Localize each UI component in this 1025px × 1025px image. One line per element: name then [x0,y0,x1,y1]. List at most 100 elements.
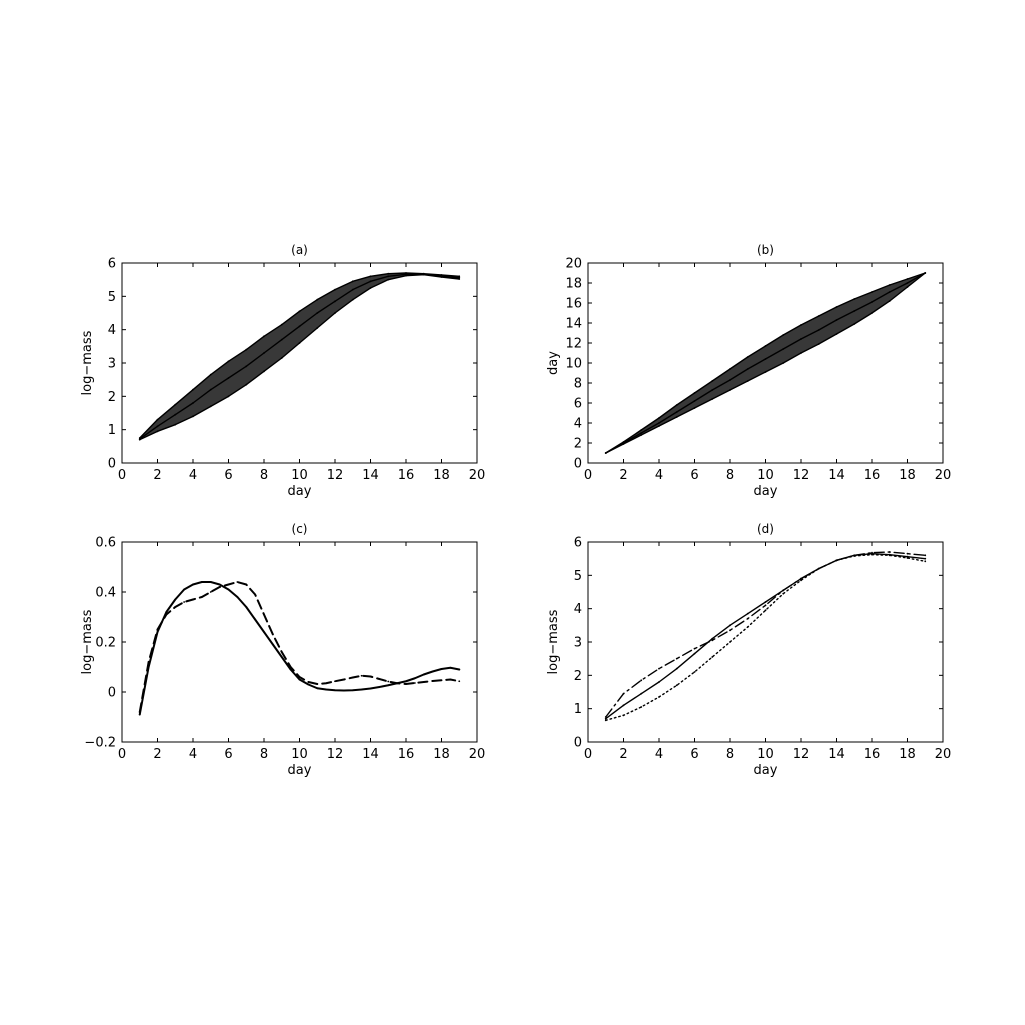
data-point [693,652,696,655]
data-point [156,425,159,428]
data-point [192,583,194,586]
data-point [174,413,177,416]
data-point [192,388,194,391]
data-point [675,404,678,406]
data-point [835,319,838,321]
x-tick-label: 0 [584,468,592,483]
data-point [675,667,678,670]
data-point [387,278,390,281]
data-point [835,306,838,308]
data-point [413,682,416,684]
data-point [711,389,714,391]
data-point [675,416,678,418]
y-tick-label: 8 [574,377,582,392]
data-point [387,275,390,278]
y-tick-label: 5 [574,569,582,584]
data-point [369,687,372,690]
data-point [405,680,407,683]
data-point [693,400,696,402]
data-point [924,272,927,274]
x-tick-label: 10 [291,747,308,762]
y-tick-label: 20 [565,257,582,272]
data-point [675,684,678,687]
x-tick-label: 6 [690,747,698,762]
data-point [924,560,927,563]
data-point [640,706,643,708]
data-point [746,380,749,382]
data-point [165,613,168,616]
data-point [458,680,461,683]
data-point [746,626,749,628]
data-point [192,415,194,418]
data-point [209,591,212,593]
data-point [156,418,159,421]
x-tick-label: 14 [828,747,845,762]
x-axis-label: day [288,763,312,778]
data-point [906,557,909,559]
data-point [307,683,310,686]
data-point [622,714,625,717]
x-tick-label: 4 [189,468,197,483]
data-point [298,676,301,678]
data-point [218,586,221,588]
y-axis-label: log−mass [80,609,95,674]
data-point [174,403,177,406]
data-point [138,711,141,713]
y-tick-label: 0.4 [95,586,116,601]
data-point [640,432,643,434]
x-tick-label: 20 [935,468,952,483]
y-tick-label: 18 [565,277,582,292]
data-point [658,696,660,698]
x-tick-label: 6 [690,468,698,483]
data-point [209,581,212,583]
x-tick-label: 12 [793,468,810,483]
data-point [413,677,416,680]
data-point [800,577,802,580]
y-tick-label: −0.2 [84,736,116,751]
data-point [458,275,461,278]
data-point [729,368,731,370]
data-point [227,360,230,363]
panel-2: 0 2 4 6 8 10 12 14 16 18 20 0 2 4 6 8 10 12 14 16 18 20 (b) day… [546,243,951,499]
data-point [378,678,381,680]
data-point [817,343,820,345]
data-point [307,681,310,683]
data-point [405,273,407,276]
x-tick-label: 16 [864,468,881,483]
data-point [227,583,230,586]
data-point [782,334,785,336]
data-point [334,300,336,303]
y-tick-label: 2 [108,390,116,405]
data-point [245,583,248,586]
data-point [280,656,283,658]
data-point [693,407,696,409]
y-tick-label: 16 [565,297,582,312]
data-point [764,371,767,373]
x-tick-label: 16 [398,468,415,483]
data-point [729,629,731,632]
data-point [817,315,820,317]
data-point [245,383,248,386]
y-tick-label: 1 [108,423,116,438]
data-point [924,554,927,557]
x-tick-label: 16 [398,747,415,762]
data-point [218,583,221,586]
data-point [800,352,802,354]
data-point [174,423,177,426]
data-point [906,286,909,288]
data-point [280,357,283,359]
x-axis-label: day [288,484,312,499]
y-tick-label: 6 [574,397,582,412]
panel-title: (d) [757,522,774,536]
data-point [236,596,239,598]
data-point [245,348,248,351]
y-tick-label: 2 [574,437,582,452]
data-point [853,310,856,312]
data-point [165,611,168,613]
data-point [800,324,802,326]
data-point [387,680,390,683]
data-point [658,681,660,683]
data-point [640,434,643,436]
data-point [431,680,434,682]
data-point [369,675,372,678]
